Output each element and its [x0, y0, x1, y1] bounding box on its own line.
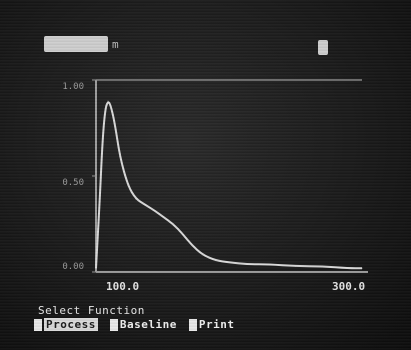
function-menu: Process Baseline Print — [34, 318, 234, 331]
data-point-0-15 — [191, 244, 193, 246]
data-point-0-1 — [99, 194, 101, 196]
menu-item-print[interactable]: Print — [188, 318, 235, 331]
data-point-0-10 — [144, 204, 146, 206]
menu-label-process: Process — [44, 318, 98, 331]
data-point-0-19 — [248, 263, 250, 265]
menu-label-baseline: Baseline — [119, 318, 177, 331]
data-point-0-9 — [135, 198, 137, 200]
data-point-0-3 — [104, 108, 106, 110]
header-left-badge — [44, 36, 108, 52]
header-left: m — [44, 36, 119, 52]
x-tick-start: 100.0 — [106, 280, 140, 293]
data-point-0-20 — [268, 263, 270, 265]
x-tick-end: 300.0 — [332, 280, 366, 293]
header-left-suffix: m — [112, 37, 119, 51]
data-point-0-2 — [102, 137, 104, 139]
data-point-0-4 — [107, 100, 109, 102]
data-point-0-18 — [228, 261, 230, 263]
menu-title: Select Function — [38, 304, 145, 317]
data-point-0-5 — [110, 104, 112, 106]
chromatogram-chart — [92, 79, 368, 273]
data-point-0-23 — [348, 267, 350, 269]
data-point-0-16 — [201, 254, 203, 256]
data-point-0-11 — [153, 210, 156, 212]
menu-key-baseline — [109, 318, 118, 331]
header-right — [318, 36, 328, 55]
data-point-0-7 — [119, 156, 121, 158]
data-point-0-0 — [95, 267, 97, 269]
menu-key-process — [34, 318, 42, 331]
menu-item-baseline[interactable]: Baseline — [109, 318, 177, 331]
plot-area: 1.00 0.50 0.00 100.0 300.0 — [62, 79, 368, 293]
data-point-0-6 — [114, 121, 116, 123]
menu-item-process[interactable]: Process — [34, 318, 98, 331]
header-right-badge — [318, 40, 328, 55]
y-tick-bottom: 0.00 — [62, 262, 84, 272]
data-point-0-12 — [161, 215, 164, 217]
data-point-0-24 — [361, 267, 363, 269]
data-point-0-8 — [127, 185, 129, 187]
data-point-0-13 — [172, 223, 174, 225]
data-point-0-17 — [215, 259, 217, 262]
y-tick-mid: 0.50 — [62, 178, 84, 188]
data-point-0-21 — [294, 265, 297, 267]
series-line-0 — [95, 101, 362, 270]
menu-label-print: Print — [198, 318, 235, 331]
header-bar: m — [0, 36, 411, 56]
y-tick-top: 1.00 — [62, 82, 84, 92]
data-point-0-14 — [181, 233, 183, 235]
menu-key-print — [188, 318, 197, 331]
data-point-0-22 — [321, 265, 323, 267]
